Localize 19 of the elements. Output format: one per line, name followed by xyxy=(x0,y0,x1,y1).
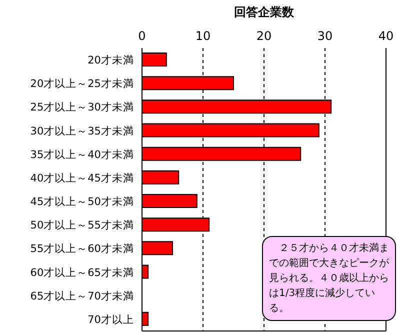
x-tick-label: 30 xyxy=(317,29,333,43)
y-tick-label: 25才以上～30才未満 xyxy=(30,100,134,114)
x-tick-label: 20 xyxy=(256,29,272,43)
x-tick-label: 40 xyxy=(378,29,394,43)
x-tick-label: 0 xyxy=(138,29,146,43)
y-tick-label: 20才以上～25才未満 xyxy=(30,77,134,90)
y-tick-label: 50才以上～55才未満 xyxy=(30,218,134,232)
y-tick-label: 45才以上～50才未満 xyxy=(30,195,134,208)
chart-title: 回答企業数 xyxy=(233,4,295,21)
y-tick-label: 65才以上～70才未満 xyxy=(30,289,134,302)
x-tick-label: 10 xyxy=(195,29,211,43)
y-tick-label: 55才以上～60才未満 xyxy=(30,242,134,256)
y-tick-label: 60才以上～65才未満 xyxy=(30,266,134,279)
y-tick-label: 30才以上～35才未満 xyxy=(30,124,134,138)
annotation: ２５才から４０才未満までの範囲で大きなピークが見られる。４０歳以上からは1/3程度に減少している。 xyxy=(262,236,396,321)
y-tick-label: 20才未満 xyxy=(88,54,134,67)
y-tick-label: 70才以上 xyxy=(88,312,134,326)
y-tick-label: 35才以上～40才未満 xyxy=(30,148,134,161)
y-tick-label: 40才以上～45才未満 xyxy=(30,171,134,184)
